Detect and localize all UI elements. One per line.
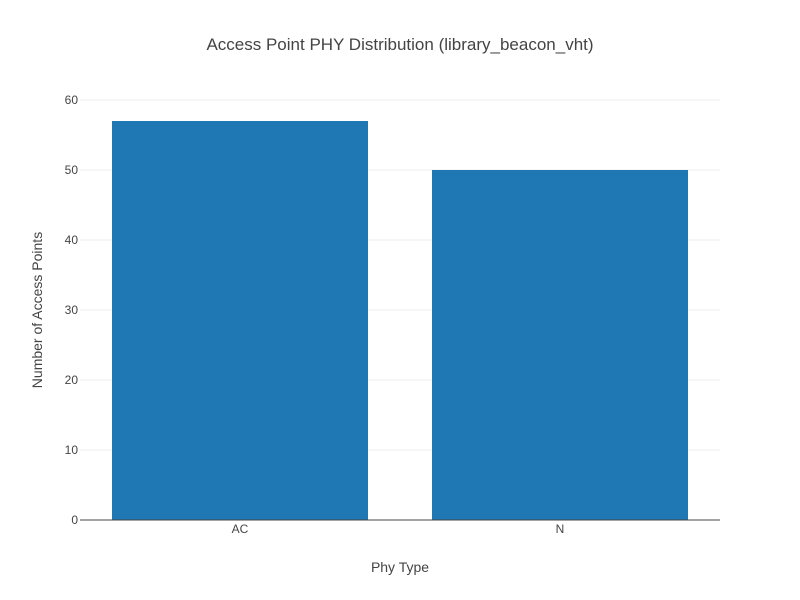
x-tick-label: AC (232, 522, 249, 536)
x-tick-label: N (556, 522, 565, 536)
y-tick-labels: 0 10 20 30 40 50 60 (65, 93, 79, 527)
y-tick-label: 20 (65, 373, 79, 387)
y-tick-label: 60 (65, 93, 79, 107)
bar-n (432, 170, 688, 520)
x-tick-labels: AC N (232, 522, 565, 536)
y-tick-label: 40 (65, 233, 79, 247)
y-tick-label: 50 (65, 163, 79, 177)
y-tick-label: 0 (71, 513, 78, 527)
bars (112, 121, 688, 520)
bar-ac (112, 121, 368, 520)
y-tick-label: 10 (65, 443, 79, 457)
y-axis-title: Number of Access Points (29, 232, 45, 388)
x-axis-title: Phy Type (371, 559, 429, 575)
y-tick-label: 30 (65, 303, 79, 317)
chart-title: Access Point PHY Distribution (library_b… (206, 35, 593, 54)
